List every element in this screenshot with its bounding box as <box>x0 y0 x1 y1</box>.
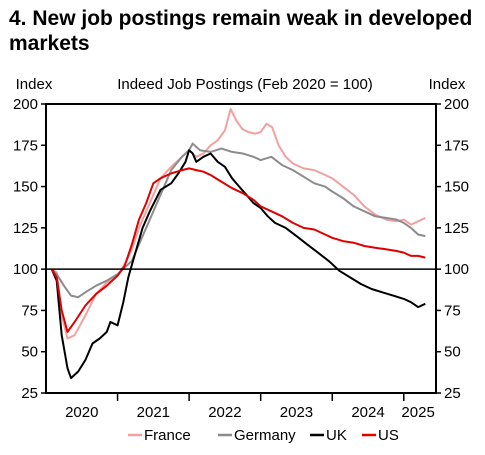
y-tick-label-left: 150 <box>13 179 38 196</box>
y-tick-label-left: 200 <box>13 96 38 113</box>
y-tick-label-left: 50 <box>21 344 38 361</box>
y-tick-label-right: 75 <box>444 302 461 319</box>
plot-frame <box>45 103 437 394</box>
y-tick-label-left: 25 <box>21 385 38 402</box>
legend-label-germany: Germany <box>234 427 296 444</box>
y-tick-label-right: 200 <box>444 96 469 113</box>
series-line-france <box>51 108 426 340</box>
y-tick-label-left: 175 <box>13 137 38 154</box>
y-axis-label-left: Index <box>16 76 53 93</box>
legend-label-us: US <box>378 427 399 444</box>
legend-label-uk: UK <box>326 427 347 444</box>
y-tick-label-left: 75 <box>21 302 38 319</box>
y-tick-label-left: 100 <box>13 261 38 278</box>
y-tick-label-left: 125 <box>13 220 38 237</box>
y-tick-label-right: 25 <box>444 385 461 402</box>
legend: France Germany UK US <box>128 427 399 444</box>
x-tick-label: 2020 <box>65 404 98 421</box>
y-tick-label-right: 50 <box>444 344 461 361</box>
y-tick-label-right: 175 <box>444 137 469 154</box>
x-tick-label: 2022 <box>208 404 241 421</box>
plot-area: 25 25 50 50 75 75 100 100 125 125 150 150 175 175 200 2… <box>13 96 469 421</box>
y-tick-label-right: 150 <box>444 179 469 196</box>
x-tick-label: 2024 <box>351 404 384 421</box>
y-axis-label-right: Index <box>429 76 466 93</box>
series-line-germany <box>50 142 426 299</box>
x-tick-label: 2021 <box>137 404 170 421</box>
x-tick-label: 2025 <box>401 404 434 421</box>
series-line-us <box>50 167 426 333</box>
y-tick-label-right: 100 <box>444 261 469 278</box>
x-tick-label: 2023 <box>280 404 313 421</box>
chart-title: Indeed Job Postings (Feb 2020 = 100) <box>117 76 373 93</box>
y-tick-label-right: 125 <box>444 220 469 237</box>
page-title: 4. New job postings remain weak in devel… <box>9 7 473 55</box>
legend-label-france: France <box>144 427 191 444</box>
series-line-uk <box>50 149 426 380</box>
